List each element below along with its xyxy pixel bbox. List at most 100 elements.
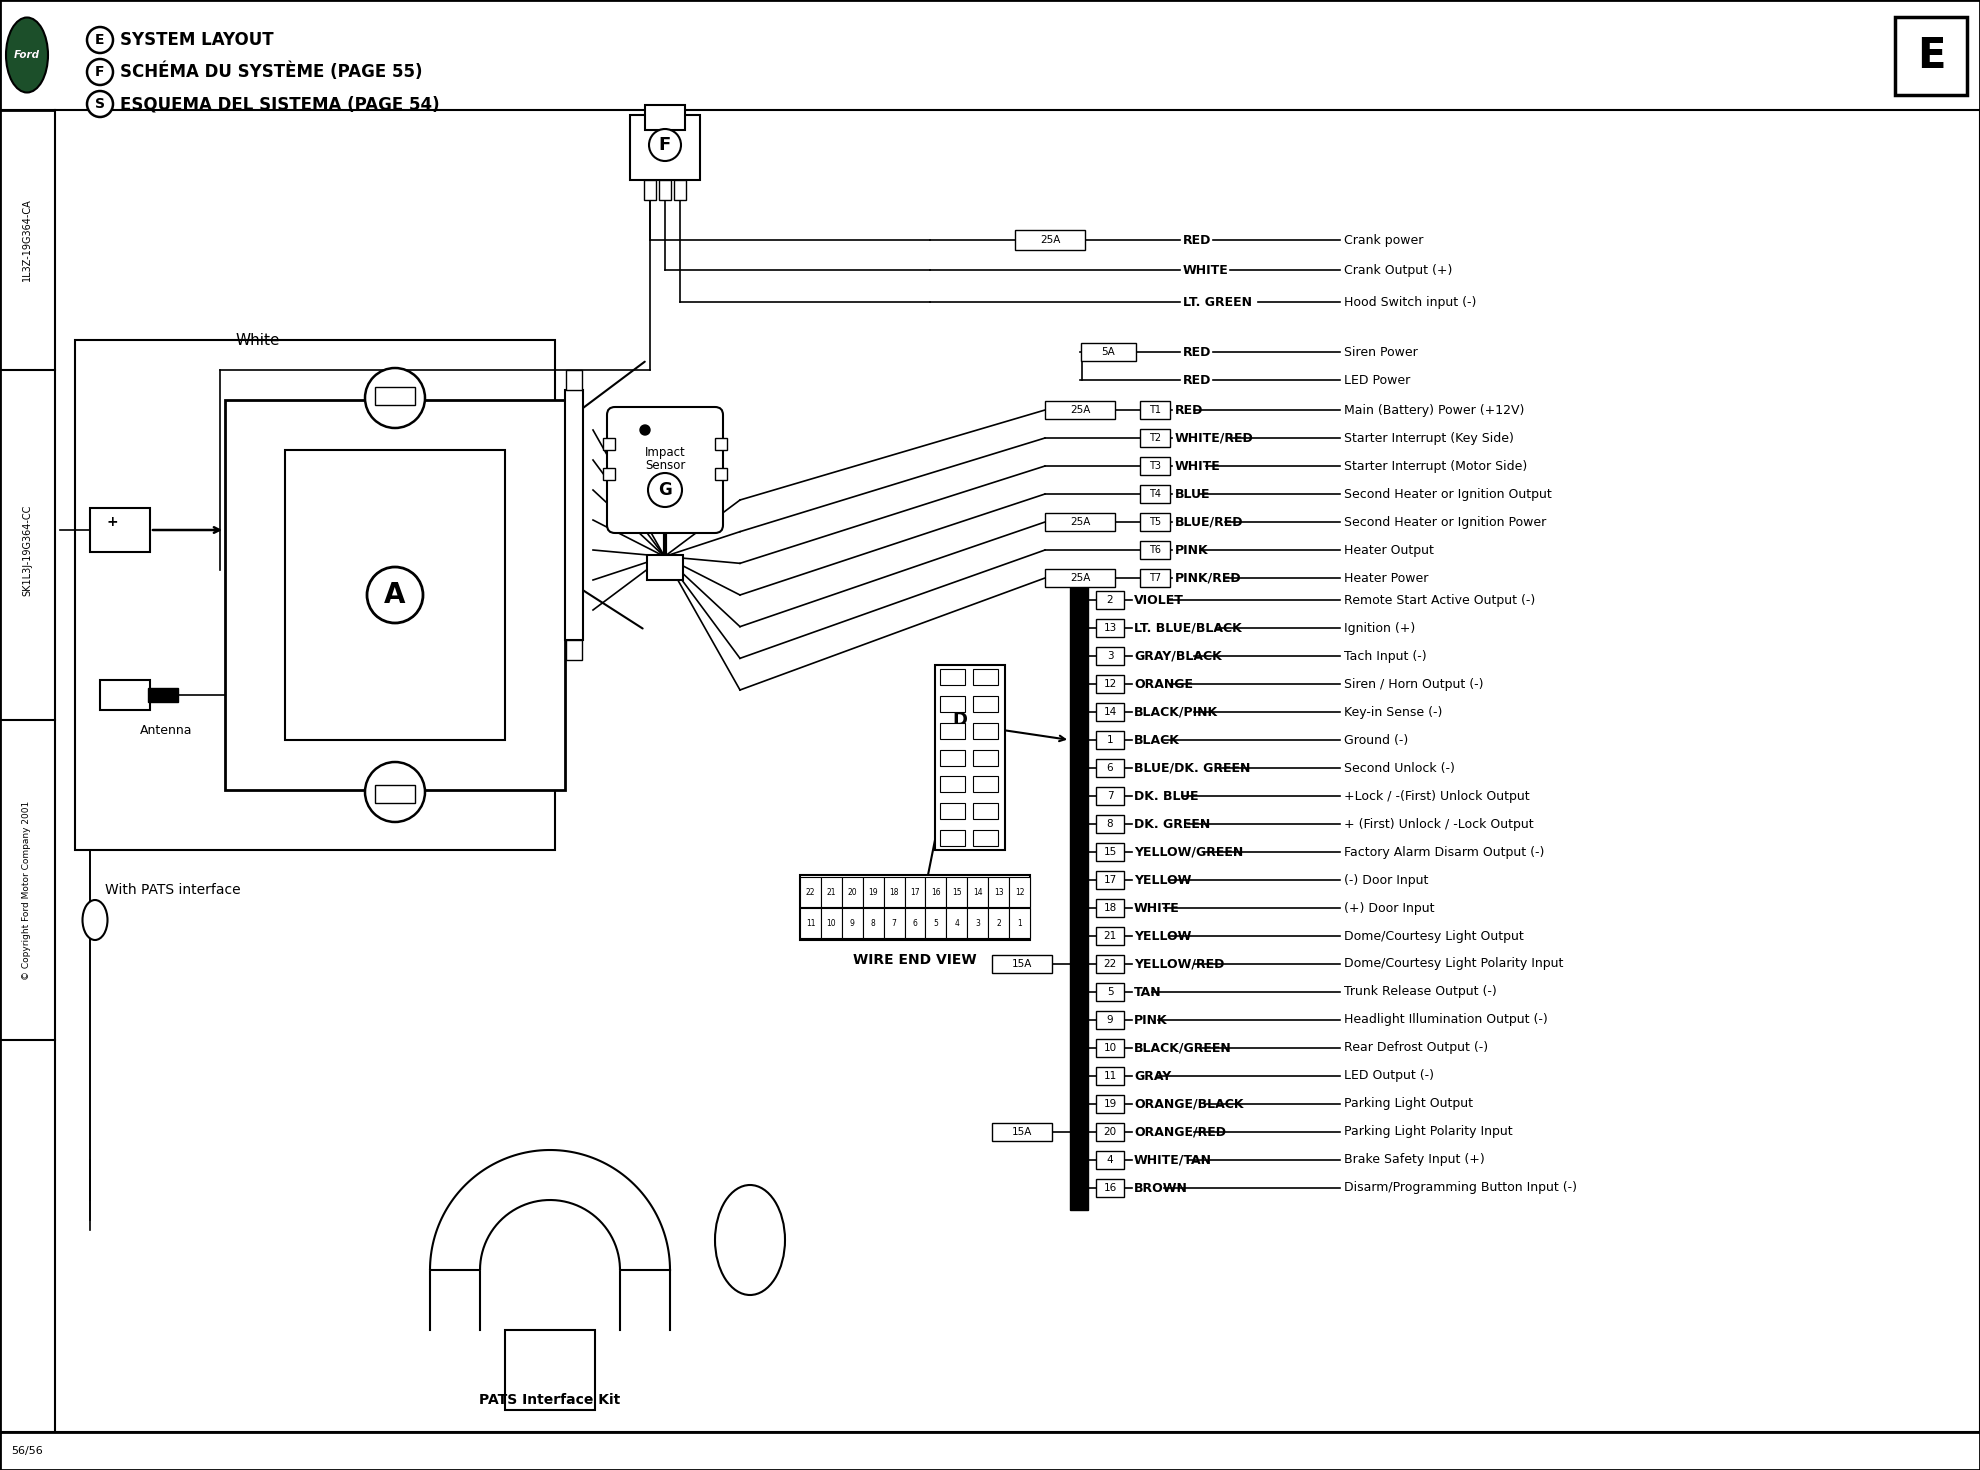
Circle shape	[87, 59, 113, 85]
Text: Key-in Sense (-): Key-in Sense (-)	[1344, 706, 1441, 719]
Bar	[968, 878, 988, 907]
Bar	[226, 400, 564, 789]
Text: Ignition (+): Ignition (+)	[1344, 622, 1416, 635]
Circle shape	[364, 761, 426, 822]
Text: 8: 8	[1107, 819, 1113, 829]
Bar	[940, 803, 964, 819]
Circle shape	[649, 129, 681, 162]
Text: T1: T1	[1148, 406, 1160, 415]
Text: 21: 21	[826, 888, 836, 897]
Circle shape	[942, 703, 978, 738]
Bar	[940, 750, 964, 766]
Text: 11: 11	[1103, 1072, 1117, 1080]
Text: E: E	[1917, 35, 1944, 76]
Text: WIRE END VIEW: WIRE END VIEW	[853, 953, 976, 967]
Text: WHITE: WHITE	[1182, 263, 1230, 276]
Bar	[1097, 900, 1125, 917]
Bar	[1097, 647, 1125, 664]
Bar	[935, 664, 1006, 850]
Text: +: +	[107, 514, 119, 529]
Bar	[1097, 731, 1125, 750]
Bar	[1069, 585, 1087, 1210]
Bar	[566, 370, 582, 390]
Text: 9: 9	[849, 919, 855, 928]
Bar	[1097, 759, 1125, 778]
Text: 17: 17	[1103, 875, 1117, 885]
Text: 5: 5	[1107, 986, 1113, 997]
Text: 15: 15	[1103, 847, 1117, 857]
Bar	[905, 878, 925, 907]
Text: 17: 17	[911, 888, 921, 897]
Text: LED Power: LED Power	[1344, 373, 1410, 387]
Bar	[946, 908, 968, 938]
Text: BLACK: BLACK	[1135, 734, 1180, 747]
Text: 11: 11	[806, 919, 816, 928]
Text: DK. BLUE: DK. BLUE	[1135, 789, 1198, 803]
Text: BLUE: BLUE	[1174, 488, 1210, 500]
Bar	[715, 438, 727, 450]
Bar	[0, 0, 55, 1470]
Text: Second Heater or Ignition Power: Second Heater or Ignition Power	[1344, 516, 1546, 529]
Text: BLUE/RED: BLUE/RED	[1174, 516, 1243, 529]
Text: 5: 5	[933, 919, 939, 928]
Bar	[972, 695, 998, 711]
Text: Brake Safety Input (+): Brake Safety Input (+)	[1344, 1154, 1485, 1167]
Text: (+) Door Input: (+) Door Input	[1344, 901, 1434, 914]
Text: 9: 9	[1107, 1014, 1113, 1025]
Text: BLUE/DK. GREEN: BLUE/DK. GREEN	[1135, 761, 1251, 775]
Text: BLACK/PINK: BLACK/PINK	[1135, 706, 1218, 719]
Text: White: White	[236, 332, 279, 347]
Bar	[940, 669, 964, 685]
Text: 1: 1	[1018, 919, 1022, 928]
Text: Starter Interrupt (Key Side): Starter Interrupt (Key Side)	[1344, 432, 1515, 444]
Text: 20: 20	[1103, 1127, 1117, 1136]
Bar	[883, 878, 905, 907]
Text: 18: 18	[889, 888, 899, 897]
Text: A: A	[384, 581, 406, 609]
Bar	[883, 908, 905, 938]
Bar	[644, 179, 655, 200]
Bar	[630, 115, 701, 179]
Bar	[988, 908, 1010, 938]
Bar	[822, 908, 842, 938]
Text: Dome/Courtesy Light Output: Dome/Courtesy Light Output	[1344, 929, 1525, 942]
Bar	[1140, 513, 1170, 531]
Text: RED: RED	[1182, 234, 1212, 247]
Text: ESQUEMA DEL SISTEMA (PAGE 54): ESQUEMA DEL SISTEMA (PAGE 54)	[121, 96, 440, 113]
Text: Crank power: Crank power	[1344, 234, 1424, 247]
Text: WHITE/TAN: WHITE/TAN	[1135, 1154, 1212, 1167]
Bar	[940, 695, 964, 711]
Bar	[566, 639, 582, 660]
Text: Ground (-): Ground (-)	[1344, 734, 1408, 747]
Text: 1L3Z-19G364-CA: 1L3Z-19G364-CA	[22, 198, 32, 281]
Text: 25A: 25A	[1069, 573, 1091, 584]
Text: TAN: TAN	[1135, 985, 1162, 998]
Text: Disarm/Programming Button Input (-): Disarm/Programming Button Input (-)	[1344, 1182, 1576, 1195]
Bar	[925, 908, 946, 938]
Text: Second Unlock (-): Second Unlock (-)	[1344, 761, 1455, 775]
Text: 12: 12	[1103, 679, 1117, 689]
Text: S: S	[95, 97, 105, 112]
Bar	[800, 878, 822, 907]
Text: 16: 16	[1103, 1183, 1117, 1194]
Text: PINK/RED: PINK/RED	[1174, 572, 1241, 585]
Bar	[673, 179, 685, 200]
Bar	[988, 878, 1010, 907]
Bar	[800, 908, 822, 938]
Bar	[800, 875, 1030, 939]
Text: SK1L3J-19G364-CC: SK1L3J-19G364-CC	[22, 504, 32, 595]
Bar	[1895, 18, 1966, 96]
Text: 56/56: 56/56	[12, 1446, 44, 1455]
Text: YELLOW/GREEN: YELLOW/GREEN	[1135, 845, 1243, 858]
Text: 4: 4	[954, 919, 958, 928]
Bar	[905, 908, 925, 938]
Bar	[1097, 1011, 1125, 1029]
Text: Crank Output (+): Crank Output (+)	[1344, 263, 1453, 276]
Bar	[940, 776, 964, 792]
Text: 22: 22	[1103, 958, 1117, 969]
Bar	[1140, 401, 1170, 419]
Text: +Lock / -(First) Unlock Output: +Lock / -(First) Unlock Output	[1344, 789, 1531, 803]
Bar	[1097, 786, 1125, 806]
Bar	[604, 438, 616, 450]
Bar	[505, 1330, 596, 1410]
